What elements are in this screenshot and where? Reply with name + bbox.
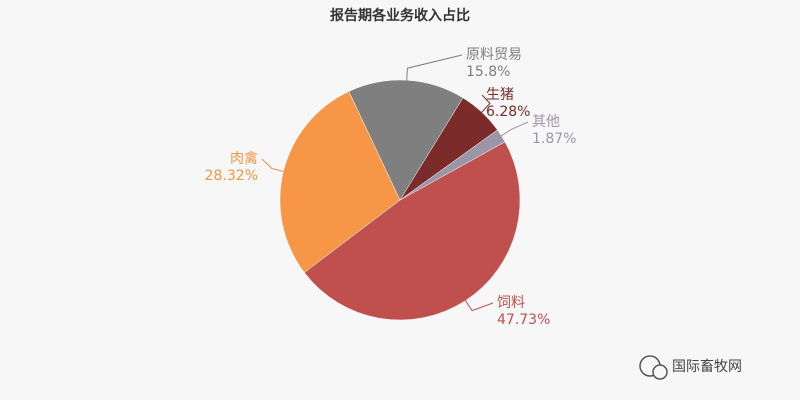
slice-label: 生猪 — [486, 87, 514, 103]
value-label: 6.28% — [486, 104, 530, 120]
leader-line — [261, 158, 286, 173]
slice-label: 肉禽 — [230, 150, 258, 167]
leader-line — [499, 121, 529, 138]
chart-title: 报告期各业务收入占比 — [330, 7, 470, 24]
watermark: 国际畜牧网 — [639, 355, 742, 380]
slice-label: 饲料 — [497, 295, 525, 311]
value-label: 15.8% — [466, 64, 510, 80]
value-label: 47.73% — [497, 312, 550, 328]
value-label: 28.32% — [205, 168, 258, 184]
leader-line — [406, 54, 463, 83]
leader-line — [463, 298, 494, 312]
slice-label: 原料贸易 — [466, 47, 522, 63]
watermark-icon — [652, 364, 668, 380]
watermark-text: 国际畜牧网 — [672, 359, 742, 375]
value-label: 1.87% — [532, 131, 576, 147]
slice-label: 其他 — [532, 114, 560, 130]
leader-line — [480, 94, 491, 114]
